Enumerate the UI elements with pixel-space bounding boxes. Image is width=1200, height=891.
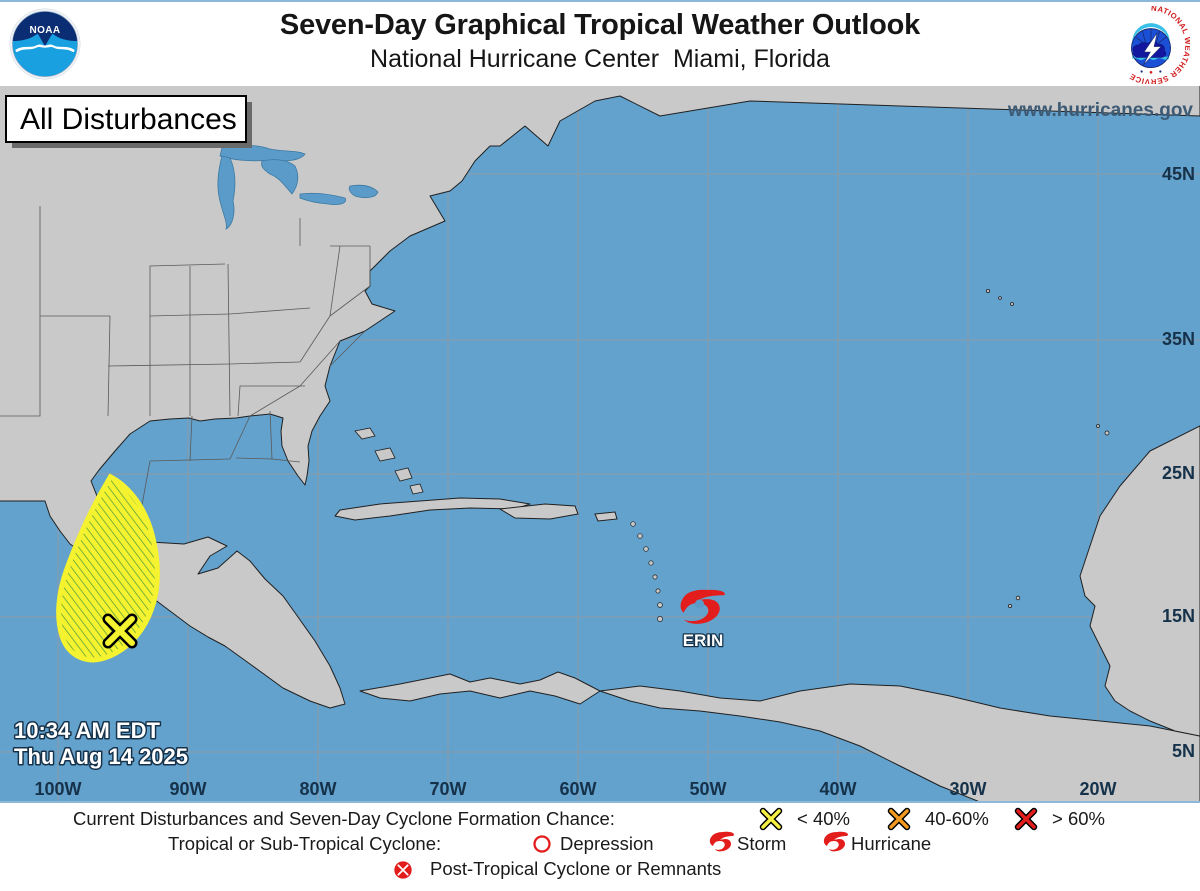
svg-text:45N: 45N <box>1162 164 1195 184</box>
svg-text:35N: 35N <box>1162 329 1195 349</box>
svg-text:> 60%: > 60% <box>1052 808 1105 829</box>
svg-text:Depression: Depression <box>560 833 654 854</box>
svg-text:< 40%: < 40% <box>797 808 850 829</box>
svg-text:All Disturbances: All Disturbances <box>20 103 237 136</box>
svg-text:ERIN: ERIN <box>683 631 724 650</box>
svg-text:15N: 15N <box>1162 606 1195 626</box>
svg-text:Tropical or Sub-Tropical Cyclo: Tropical or Sub-Tropical Cyclone: <box>168 833 441 854</box>
svg-text:Storm: Storm <box>737 833 786 854</box>
svg-text:Hurricane: Hurricane <box>851 833 931 854</box>
svg-text:30W: 30W <box>949 779 986 799</box>
svg-text:Post-Tropical Cyclone or Remna: Post-Tropical Cyclone or Remnants <box>430 858 721 879</box>
svg-text:Current Disturbances and Seven: Current Disturbances and Seven-Day Cyclo… <box>73 808 615 829</box>
svg-text:80W: 80W <box>299 779 336 799</box>
svg-text:25N: 25N <box>1162 463 1195 483</box>
svg-text:Thu Aug 14 2025: Thu Aug 14 2025 <box>14 744 188 769</box>
svg-text:90W: 90W <box>169 779 206 799</box>
svg-text:5N: 5N <box>1172 741 1195 761</box>
svg-text:20W: 20W <box>1079 779 1116 799</box>
svg-text:www.hurricanes.gov: www.hurricanes.gov <box>1007 100 1194 121</box>
svg-text:10:34 AM EDT: 10:34 AM EDT <box>14 718 160 743</box>
svg-text:40-60%: 40-60% <box>925 808 989 829</box>
svg-text:40W: 40W <box>819 779 856 799</box>
svg-text:100W: 100W <box>34 779 81 799</box>
svg-text:70W: 70W <box>429 779 466 799</box>
svg-text:50W: 50W <box>689 779 726 799</box>
svg-text:60W: 60W <box>559 779 596 799</box>
